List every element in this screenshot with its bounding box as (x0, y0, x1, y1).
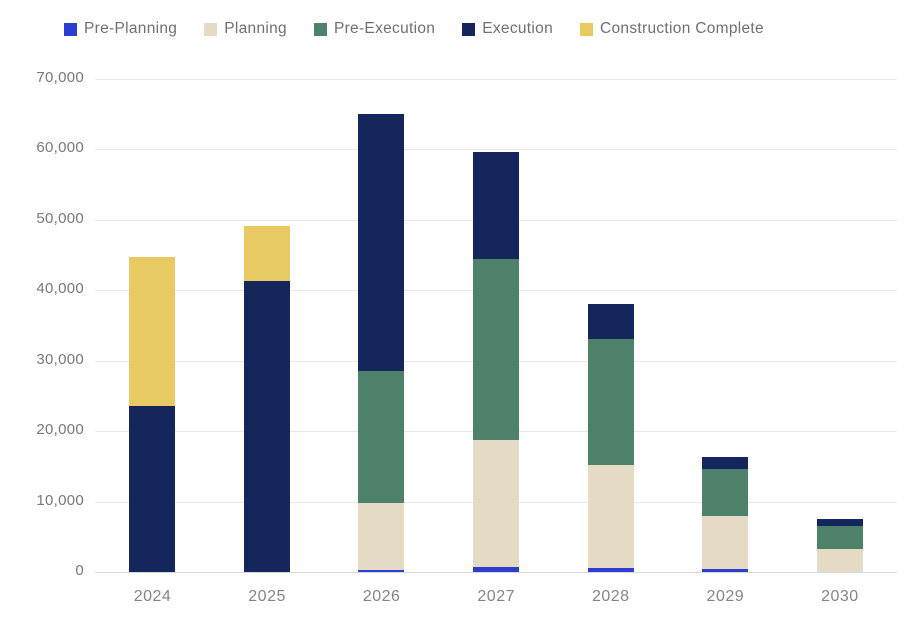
x-label-2029: 2029 (706, 588, 745, 605)
legend-label-pre-execution: Pre-Execution (333, 20, 436, 37)
bar-segment-execution-2024 (129, 405, 176, 572)
x-label-2026: 2026 (362, 588, 401, 605)
gridline-60000 (95, 149, 897, 151)
legend-label-construction-complete: Construction Complete (600, 20, 764, 37)
gridline-70000 (95, 79, 897, 80)
bar-2030 (816, 519, 863, 572)
bar-2024 (129, 257, 176, 572)
bar-segment-pre-execution-2026 (358, 370, 405, 503)
bar-segment-planning-2029 (702, 516, 749, 570)
legend-swatch-pre-execution (313, 22, 327, 36)
bar-segment-construction-complete-2024 (129, 257, 176, 406)
bar-segment-execution-2030 (816, 519, 863, 527)
legend-item-pre-planning: Pre-Planning (64, 20, 177, 38)
y-tick-label-20000: 20,000 (36, 421, 84, 439)
bar-segment-planning-2026 (358, 502, 405, 570)
bar-2027 (473, 151, 519, 572)
legend-swatch-pre-planning (64, 22, 77, 36)
legend-item-planning: Planning (204, 20, 287, 38)
bar-segment-execution-2029 (702, 456, 749, 470)
legend-swatch-execution (462, 22, 476, 36)
bar-segment-execution-2026 (358, 114, 405, 371)
y-tick-label-60000: 60,000 (36, 139, 84, 157)
legend-item-pre-execution: Pre-Execution (313, 20, 436, 38)
bar-segment-execution-2025 (243, 281, 290, 572)
bar-segment-construction-complete-2025 (243, 225, 290, 282)
bar-segment-pre-execution-2027 (473, 259, 519, 440)
bar-segment-pre-execution-2029 (702, 469, 749, 517)
x-label-2030: 2030 (821, 588, 859, 605)
legend: Pre-Planning Planning Pre-Execution Exec… (64, 20, 764, 38)
bar-2029 (702, 456, 749, 572)
bar-2025 (243, 225, 290, 572)
legend-label-pre-planning: Pre-Planning (84, 20, 178, 37)
y-tick-label-30000: 30,000 (36, 350, 84, 368)
bar-segment-execution-2027 (473, 151, 519, 260)
bar-segment-pre-planning-2027 (473, 567, 519, 572)
x-label-2028: 2028 (591, 588, 630, 605)
legend-item-execution: Execution (462, 20, 553, 38)
bar-segment-planning-2028 (587, 464, 634, 569)
x-label-2024: 2024 (133, 588, 172, 605)
bar-segment-execution-2028 (587, 304, 634, 339)
legend-item-construction-complete: Construction Complete (580, 20, 764, 38)
x-label-2027: 2027 (477, 588, 515, 605)
y-tick-label-70000: 70,000 (36, 69, 84, 86)
y-tick-label-10000: 10,000 (36, 491, 84, 509)
y-tick-label-0: 0 (75, 562, 84, 579)
bar-segment-pre-planning-2026 (358, 569, 405, 572)
legend-swatch-planning (204, 22, 218, 36)
y-tick-label-50000: 50,000 (36, 209, 84, 227)
legend-swatch-construction-complete (580, 22, 593, 36)
bar-2026 (358, 114, 405, 572)
bar-segment-pre-planning-2028 (587, 568, 634, 572)
y-tick-label-40000: 40,000 (36, 280, 84, 298)
bar-segment-pre-planning-2029 (702, 569, 749, 572)
bar-segment-pre-execution-2028 (587, 338, 634, 465)
x-label-2025: 2025 (248, 588, 286, 605)
legend-label-planning: Planning (224, 20, 287, 37)
bar-2028 (587, 304, 634, 572)
legend-label-execution: Execution (482, 20, 553, 37)
x-axis-baseline (95, 572, 897, 573)
bar-segment-planning-2030 (816, 548, 863, 572)
bar-segment-pre-execution-2030 (816, 526, 863, 549)
bar-segment-planning-2027 (473, 439, 519, 568)
